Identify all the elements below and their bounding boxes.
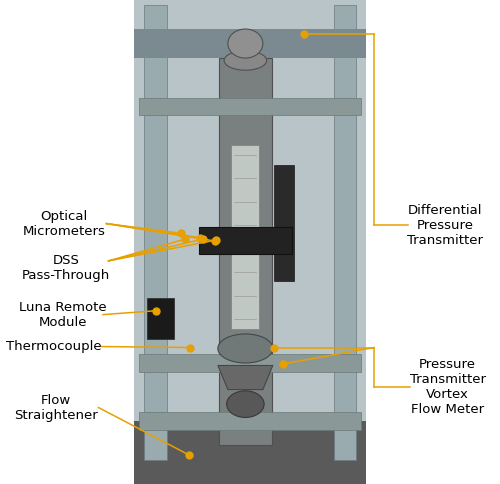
Bar xyxy=(139,98,361,115)
Bar xyxy=(232,145,260,329)
Ellipse shape xyxy=(226,391,264,417)
Text: Pressure
Transmitter
Vortex
Flow Meter: Pressure Transmitter Vortex Flow Meter xyxy=(410,358,486,416)
Ellipse shape xyxy=(224,51,266,70)
Bar xyxy=(219,58,272,445)
Ellipse shape xyxy=(228,29,263,58)
Bar xyxy=(134,421,366,484)
Bar xyxy=(134,0,366,484)
Text: DSS
Pass-Through: DSS Pass-Through xyxy=(22,254,110,282)
Bar xyxy=(146,298,174,339)
Bar xyxy=(134,29,366,58)
Text: Luna Remote
Module: Luna Remote Module xyxy=(19,301,107,329)
Bar xyxy=(144,5,167,460)
Bar xyxy=(139,412,361,430)
Text: Optical
Micrometers: Optical Micrometers xyxy=(22,210,105,238)
Ellipse shape xyxy=(218,334,273,363)
Text: Differential
Pressure
Transmitter: Differential Pressure Transmitter xyxy=(407,204,483,246)
Bar xyxy=(334,5,356,460)
Bar xyxy=(139,354,361,372)
Bar xyxy=(199,227,292,254)
Polygon shape xyxy=(218,365,273,390)
Text: Thermocouple: Thermocouple xyxy=(6,340,102,353)
Bar xyxy=(274,165,294,281)
Text: Flow
Straightener: Flow Straightener xyxy=(14,393,98,422)
